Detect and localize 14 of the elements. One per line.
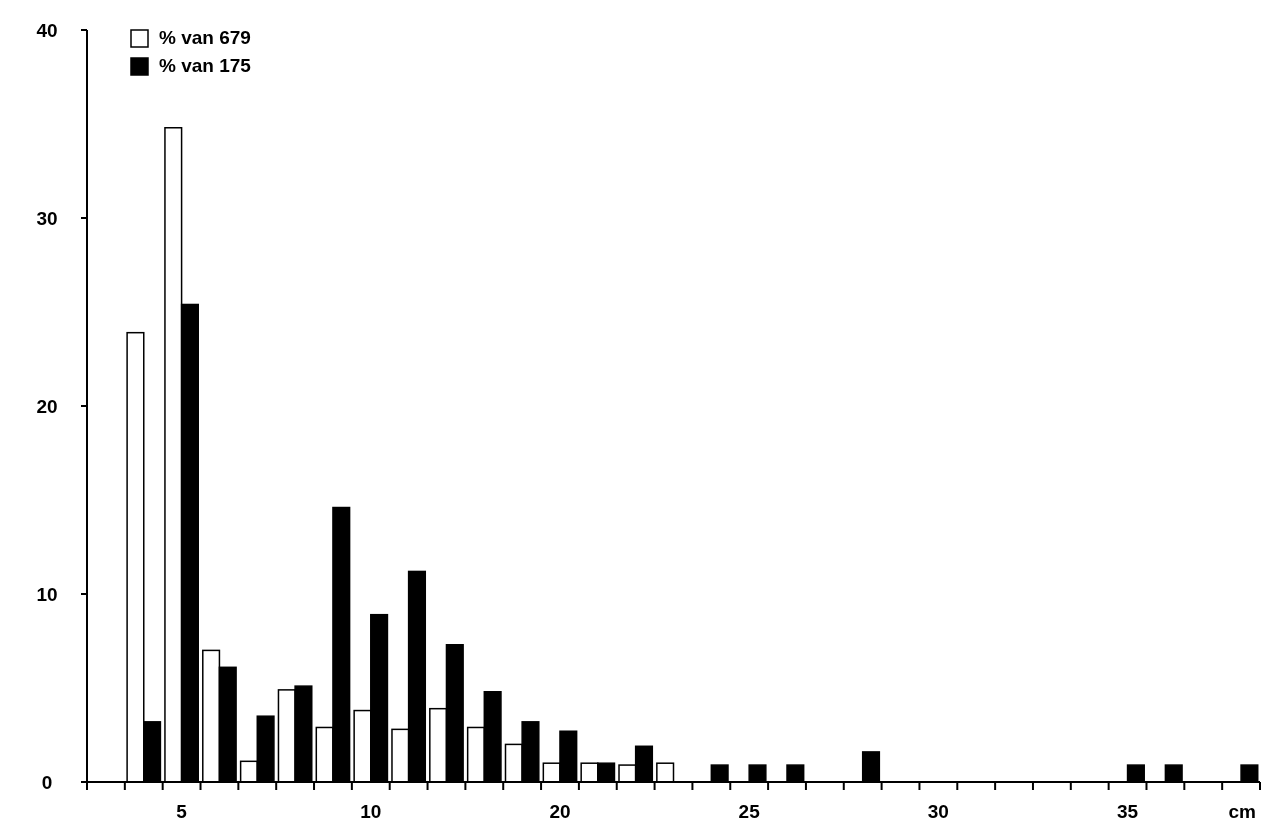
x-tick-label: 35 — [1116, 801, 1139, 822]
y-tick-label: 10 — [36, 583, 58, 605]
y-tick-label: 20 — [36, 395, 58, 417]
x-tick-label: 10 — [360, 801, 382, 822]
x-axis-title: cm — [1228, 801, 1256, 822]
y-tick-label: 30 — [36, 207, 58, 229]
x-tick-label: 20 — [549, 801, 571, 822]
legend-label: % van 679 — [159, 27, 251, 48]
x-tick-label: 25 — [738, 801, 761, 822]
legend-label: % van 175 — [159, 55, 252, 76]
x-tick-label: 5 — [176, 801, 188, 822]
y-tick-label: 40 — [36, 19, 58, 41]
y-tick-label: 0 — [41, 771, 53, 793]
x-tick-label: 30 — [927, 801, 949, 822]
